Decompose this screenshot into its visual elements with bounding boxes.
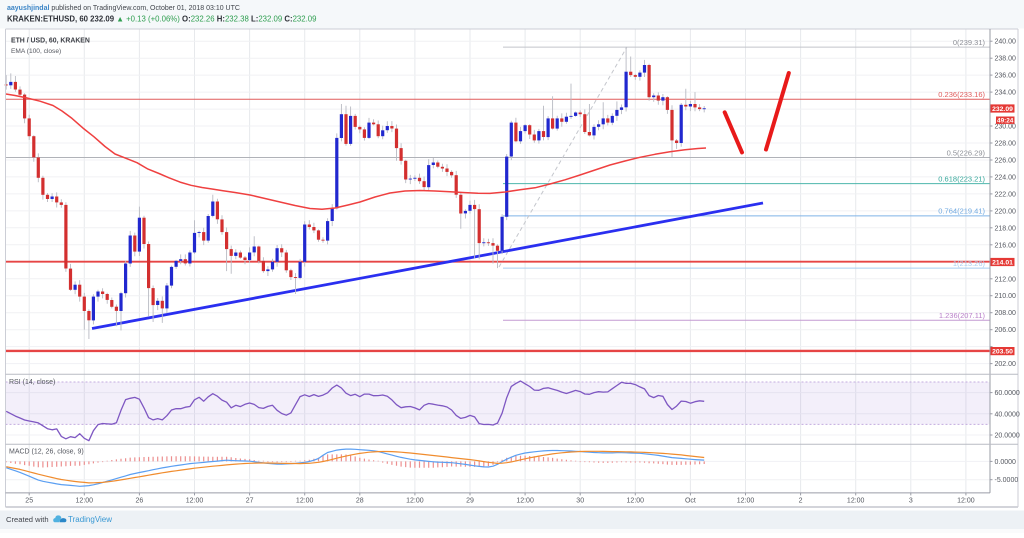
- svg-text:232.09: 232.09: [992, 106, 1013, 113]
- svg-text:12:00: 12:00: [627, 497, 645, 504]
- svg-text:0.764(219.41): 0.764(219.41): [938, 207, 985, 216]
- svg-text:2: 2: [799, 497, 803, 504]
- svg-text:12:00: 12:00: [847, 497, 865, 504]
- svg-text:RSI (14, close): RSI (14, close): [9, 379, 55, 386]
- svg-text:1.236(207.11): 1.236(207.11): [939, 311, 986, 320]
- svg-text:228.00: 228.00: [995, 141, 1017, 148]
- svg-text:226.00: 226.00: [995, 158, 1017, 165]
- svg-text:1(213.26): 1(213.26): [953, 259, 986, 268]
- svg-text:40.0000: 40.0000: [995, 411, 1020, 418]
- svg-text:12:00: 12:00: [737, 497, 755, 504]
- svg-text:30: 30: [576, 497, 584, 504]
- svg-text:60.0000: 60.0000: [995, 390, 1020, 397]
- svg-text:MACD (12, 26, close, 9): MACD (12, 26, close, 9): [9, 449, 84, 456]
- svg-text:0.618(223.21): 0.618(223.21): [938, 174, 985, 183]
- svg-text:236.00: 236.00: [995, 73, 1017, 80]
- svg-text:238.00: 238.00: [995, 56, 1017, 63]
- svg-text:3: 3: [909, 497, 913, 504]
- svg-text:12:00: 12:00: [76, 497, 94, 504]
- svg-text:KRAKEN:ETHUSD, 60 232.09 ▲ +0.: KRAKEN:ETHUSD, 60 232.09 ▲ +0.13 (+0.06%…: [7, 14, 316, 23]
- svg-text:12:00: 12:00: [186, 497, 204, 504]
- svg-text:28: 28: [356, 497, 364, 504]
- svg-text:25: 25: [25, 497, 33, 504]
- svg-text:203.50: 203.50: [992, 349, 1013, 356]
- svg-text:-5.0000: -5.0000: [995, 477, 1019, 484]
- svg-text:220.00: 220.00: [995, 208, 1017, 215]
- svg-text:20.0000: 20.0000: [995, 433, 1020, 440]
- svg-text:26: 26: [136, 497, 144, 504]
- svg-text:208.00: 208.00: [995, 310, 1017, 317]
- svg-text:218.00: 218.00: [995, 225, 1017, 232]
- svg-text:ETH / USD, 60, KRAKEN: ETH / USD, 60, KRAKEN: [11, 38, 90, 45]
- svg-text:212.00: 212.00: [995, 276, 1017, 283]
- svg-text:206.00: 206.00: [995, 327, 1017, 334]
- svg-text:29: 29: [466, 497, 474, 504]
- svg-text:Created with: Created with: [6, 515, 49, 524]
- svg-text:0.5(226.29): 0.5(226.29): [947, 148, 986, 157]
- svg-text:0(239.31): 0(239.31): [953, 38, 986, 47]
- svg-text:0.236(233.16): 0.236(233.16): [938, 90, 985, 99]
- svg-text:234.00: 234.00: [995, 90, 1017, 97]
- svg-text:aayushjindal published on Trad: aayushjindal published on TradingView.co…: [7, 5, 240, 12]
- svg-text:12:00: 12:00: [957, 497, 975, 504]
- svg-text:12:00: 12:00: [406, 497, 424, 504]
- svg-text:TradingView: TradingView: [68, 515, 112, 524]
- svg-text:222.00: 222.00: [995, 191, 1017, 198]
- svg-text:12:00: 12:00: [296, 497, 314, 504]
- svg-text:49:24: 49:24: [997, 118, 1014, 125]
- svg-text:230.00: 230.00: [995, 124, 1017, 131]
- svg-text:EMA (100, close): EMA (100, close): [11, 48, 61, 55]
- svg-text:27: 27: [246, 497, 254, 504]
- svg-text:224.00: 224.00: [995, 174, 1017, 181]
- svg-text:202.00: 202.00: [995, 361, 1017, 368]
- svg-text:214.01: 214.01: [992, 259, 1013, 266]
- svg-text:12:00: 12:00: [516, 497, 534, 504]
- svg-text:216.00: 216.00: [995, 242, 1017, 249]
- svg-text:210.00: 210.00: [995, 293, 1017, 300]
- svg-text:240.00: 240.00: [995, 39, 1017, 46]
- svg-text:Oct: Oct: [685, 497, 696, 504]
- svg-text:0.0000: 0.0000: [995, 459, 1017, 466]
